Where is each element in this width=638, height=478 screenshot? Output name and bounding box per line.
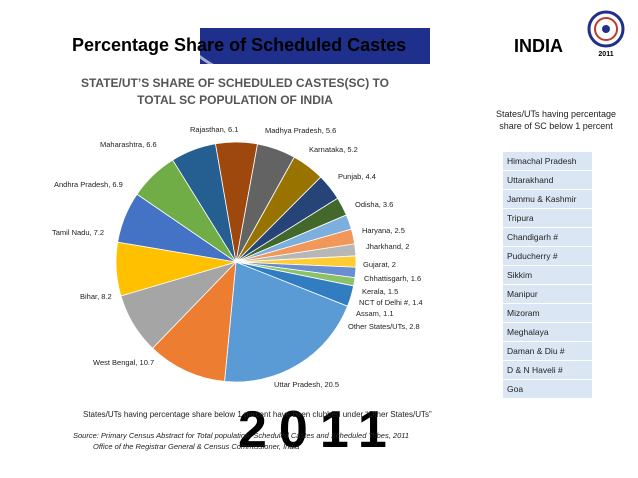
slice-label: NCT of Delhi #, 1.4 (359, 298, 423, 307)
state-list-item: Uttarakhand (503, 171, 592, 190)
state-list-item: Sikkim (503, 266, 592, 285)
slice-label: Tamil Nadu, 7.2 (52, 228, 105, 237)
slice-label: Andhra Pradesh, 6.9 (54, 180, 123, 189)
slide-title: Percentage Share of Scheduled Castes (72, 35, 407, 55)
source-line-1: Source: Primary Census Abstract for Tota… (73, 431, 410, 440)
slice-label: Other States/UTs, 2.8 (348, 322, 420, 331)
state-list-item: Chandigarh # (503, 228, 592, 247)
state-list-item: Manipur (503, 285, 592, 304)
state-list: Himachal Pradesh Uttarakhand Jammu & Kashm… (503, 152, 592, 399)
pie-slice (152, 260, 237, 382)
source-line-2: Office of the Registrar General & Census… (93, 442, 300, 451)
title-banner (200, 28, 430, 64)
state-list-item: Goa (503, 380, 592, 399)
slice-label: Punjab, 4.4 (338, 172, 376, 181)
pie-slice (224, 261, 349, 383)
state-list-item: Puducherry # (503, 247, 592, 266)
pie-slice (235, 261, 355, 307)
country-label: INDIA (514, 36, 563, 56)
slice-label: Uttar Pradesh, 20.5 (274, 380, 340, 389)
state-list-item: Daman & Diu # (503, 342, 592, 361)
state-list-item: Himachal Pradesh (503, 152, 592, 171)
footnote: States/UTs having percentage share below… (83, 410, 432, 419)
source-citation: Source: Primary Census Abstract for Tota… (73, 430, 409, 452)
state-list-item: Mizoram (503, 304, 592, 323)
slice-label: Madhya Pradesh, 5.6 (265, 126, 337, 135)
slice-label: Karnataka, 5.2 (309, 145, 358, 154)
slice-label: Jharkhand, 2 (366, 242, 410, 251)
slice-label: West Bengal, 10.7 (93, 358, 155, 367)
state-list-item: Jammu & Kashmir (503, 190, 592, 209)
slice-label: Haryana, 2.5 (362, 226, 405, 235)
state-list-item: D & N Haveli # (503, 361, 592, 380)
logo-year: 2011 (598, 51, 613, 58)
state-list-item: Meghalaya (503, 323, 592, 342)
watermark-year: 2011 (238, 401, 399, 459)
slice-label: Kerala, 1.5 (362, 287, 399, 296)
slice-label: Bihar, 8.2 (80, 292, 112, 301)
side-panel-heading: States/UTs having percentage share of SC… (495, 109, 617, 131)
slice-label: Assam, 1.1 (356, 309, 394, 318)
slice-label: Gujarat, 2 (363, 260, 396, 269)
chart-title: STATE/UT’S SHARE OF SCHEDULED CASTES(SC)… (80, 76, 389, 107)
slice-label: Chhattisgarh, 1.6 (364, 274, 422, 283)
slice-label: Maharashtra, 6.6 (100, 140, 157, 149)
slice-label: Rajasthan, 6.1 (190, 125, 239, 134)
state-list-item: Tripura (503, 209, 592, 228)
slice-label: Odisha, 3.6 (355, 200, 394, 209)
census-logo: 2011 (587, 10, 625, 58)
